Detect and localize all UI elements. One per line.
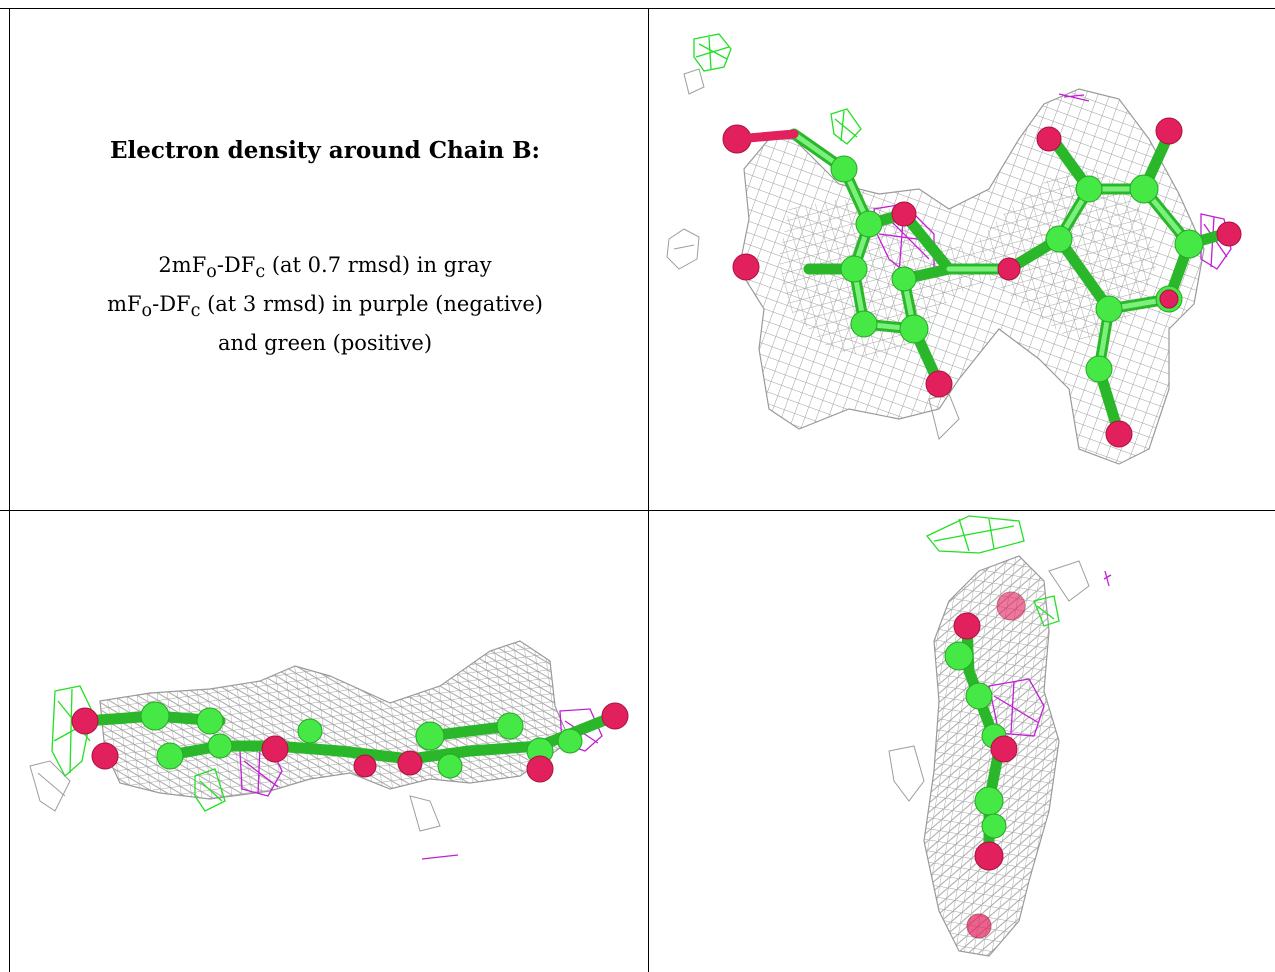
oxygen-atom	[925, 370, 953, 398]
density-fragment	[29, 760, 71, 812]
carbon-atom	[1095, 295, 1123, 323]
carbon-atom	[850, 310, 878, 338]
carbon-atom	[855, 210, 883, 238]
oxygen-atom	[1105, 420, 1133, 448]
density-fragment	[683, 68, 705, 95]
carbon-atom	[496, 712, 524, 740]
fofc-positive-blobs	[693, 33, 862, 145]
fofc-positive-blobs	[925, 515, 1060, 627]
oxygen-atom	[71, 707, 99, 735]
carbon-atom	[899, 314, 929, 344]
grid-border-top	[0, 8, 1275, 9]
oxygen-atom	[1159, 289, 1179, 309]
carbon-atom	[297, 718, 323, 744]
oxygen-atom	[1216, 221, 1242, 247]
grid-divider-horizontal	[0, 510, 1275, 511]
oxygen-atom	[261, 735, 289, 763]
oxygen-atom	[526, 755, 554, 783]
carbon-atom	[415, 721, 445, 751]
oxygen-atom	[397, 750, 423, 776]
molecule-view-face-on	[666, 33, 1242, 465]
molecule-atoms	[71, 701, 629, 783]
caption-legend: 2mFo-DFc (at 0.7 rmsd) in gray mFo-DFc (…	[10, 249, 640, 359]
density-fragment	[409, 795, 441, 832]
grid-divider-vertical	[648, 8, 649, 972]
bond-terminal	[732, 129, 799, 144]
carbon-atom	[1085, 355, 1113, 383]
carbon-atom	[1129, 174, 1159, 204]
carbon-atom	[196, 707, 224, 735]
caption-line-2fofc: 2mFo-DFc (at 0.7 rmsd) in gray	[158, 253, 492, 283]
density-fragment	[1048, 560, 1090, 602]
molecule-view-edge-on	[29, 640, 629, 860]
carbon-atom	[944, 641, 974, 671]
carbon-atom	[437, 753, 463, 779]
panel-bottom-right	[649, 511, 1275, 972]
carbon-atom	[840, 255, 868, 283]
oxygen-atom	[953, 612, 981, 640]
carbon-atom	[1045, 225, 1073, 253]
oxygen-atom	[891, 201, 917, 227]
oxygen-atom	[91, 742, 119, 770]
molecule-atoms	[722, 117, 1242, 448]
panel-top-right	[649, 9, 1275, 510]
grid-border-left	[9, 8, 10, 972]
molecule-view-end-on	[888, 515, 1112, 957]
carbon-atom	[981, 813, 1007, 839]
carbon-atom	[891, 266, 917, 292]
density-fragment	[666, 228, 700, 270]
oxygen-atom	[1036, 126, 1062, 152]
oxygen-atom	[1155, 117, 1183, 145]
carbon-atom	[1174, 229, 1204, 259]
carbon-atom	[207, 733, 233, 759]
fofc-positive-blobs	[51, 685, 226, 812]
caption-title: Electron density around Chain B:	[109, 137, 541, 164]
density-2fofc-mesh	[923, 555, 1060, 957]
carbon-atom	[965, 682, 993, 710]
carbon-atom	[140, 701, 170, 731]
molecule-atoms	[944, 591, 1026, 939]
density-fragment	[888, 745, 925, 802]
oxygen-atom	[601, 702, 629, 730]
carbon-atom	[830, 155, 858, 183]
caption-cell: Electron density around Chain B: 2mFo-DF…	[10, 9, 648, 510]
carbon-atom	[557, 728, 583, 754]
oxygen-atom	[966, 913, 992, 939]
carbon-atom	[974, 786, 1004, 816]
carbon-atom	[1075, 175, 1103, 203]
caption-line-fofc: mFo-DFc (at 3 rmsd) in purple (negative)	[107, 292, 543, 322]
panel-bottom-left	[10, 511, 648, 972]
caption-line-positive: and green (positive)	[217, 331, 433, 356]
oxygen-atom	[990, 735, 1018, 763]
oxygen-atom	[974, 841, 1004, 871]
carbon-atom	[156, 742, 184, 770]
oxygen-atom	[996, 591, 1026, 621]
oxygen-atom	[732, 253, 760, 281]
oxygen-atom	[353, 754, 377, 778]
oxygen-atom	[997, 257, 1021, 281]
